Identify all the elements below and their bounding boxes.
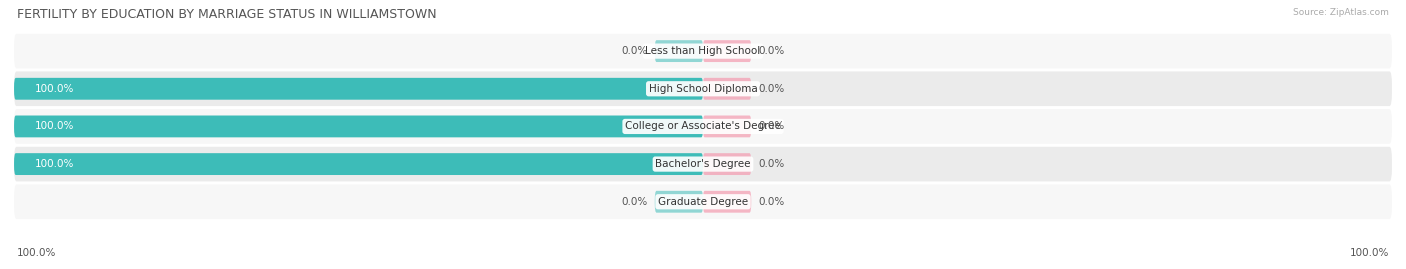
Text: 0.0%: 0.0% <box>758 197 785 207</box>
FancyBboxPatch shape <box>655 40 703 62</box>
FancyBboxPatch shape <box>14 185 1392 219</box>
Text: 0.0%: 0.0% <box>621 46 648 56</box>
FancyBboxPatch shape <box>703 78 751 100</box>
Text: Graduate Degree: Graduate Degree <box>658 197 748 207</box>
FancyBboxPatch shape <box>655 191 703 213</box>
Text: 100.0%: 100.0% <box>35 159 75 169</box>
Text: 100.0%: 100.0% <box>35 121 75 132</box>
Text: Bachelor's Degree: Bachelor's Degree <box>655 159 751 169</box>
Text: 100.0%: 100.0% <box>35 84 75 94</box>
Text: High School Diploma: High School Diploma <box>648 84 758 94</box>
Text: 100.0%: 100.0% <box>1350 248 1389 258</box>
FancyBboxPatch shape <box>703 40 751 62</box>
Text: Source: ZipAtlas.com: Source: ZipAtlas.com <box>1294 8 1389 17</box>
Text: 0.0%: 0.0% <box>621 197 648 207</box>
Text: 0.0%: 0.0% <box>758 84 785 94</box>
Text: 0.0%: 0.0% <box>758 46 785 56</box>
Text: FERTILITY BY EDUCATION BY MARRIAGE STATUS IN WILLIAMSTOWN: FERTILITY BY EDUCATION BY MARRIAGE STATU… <box>17 8 436 21</box>
Text: 0.0%: 0.0% <box>758 121 785 132</box>
Text: Less than High School: Less than High School <box>645 46 761 56</box>
FancyBboxPatch shape <box>703 191 751 213</box>
FancyBboxPatch shape <box>703 153 751 175</box>
FancyBboxPatch shape <box>14 115 703 137</box>
FancyBboxPatch shape <box>14 72 1392 106</box>
Text: 100.0%: 100.0% <box>17 248 56 258</box>
FancyBboxPatch shape <box>14 78 703 100</box>
FancyBboxPatch shape <box>14 153 703 175</box>
Text: College or Associate's Degree: College or Associate's Degree <box>626 121 780 132</box>
FancyBboxPatch shape <box>14 147 1392 181</box>
Text: 0.0%: 0.0% <box>758 159 785 169</box>
FancyBboxPatch shape <box>14 109 1392 144</box>
FancyBboxPatch shape <box>703 115 751 137</box>
FancyBboxPatch shape <box>14 34 1392 68</box>
